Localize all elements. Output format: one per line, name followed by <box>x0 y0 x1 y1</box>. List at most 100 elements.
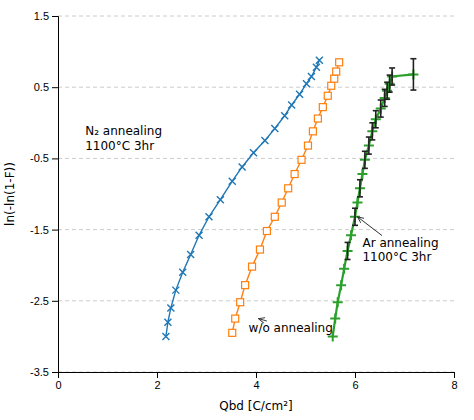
error-bar-cap <box>387 91 393 93</box>
error-bar-line <box>386 82 388 99</box>
error-bar-cap <box>352 207 358 209</box>
error-bar-cap <box>352 225 358 227</box>
axis-line <box>59 373 455 379</box>
point <box>314 115 321 122</box>
tick-label: -0.5 <box>30 152 49 164</box>
point <box>162 333 169 340</box>
point <box>304 142 311 149</box>
annotation: N₂ annealing1100°C 3hr <box>85 124 162 152</box>
point <box>316 57 323 64</box>
point <box>285 185 292 192</box>
error-bar-line <box>384 89 386 106</box>
point <box>352 198 362 208</box>
tick: 1.5 <box>34 10 58 22</box>
point <box>298 156 305 163</box>
tick: 4 <box>253 372 259 391</box>
point <box>250 149 257 156</box>
error-bar <box>357 180 363 197</box>
tick: 2 <box>154 372 160 391</box>
point <box>249 263 256 270</box>
error-bar-cap <box>362 150 368 152</box>
grid <box>58 16 454 372</box>
series-line <box>232 62 339 333</box>
error-bar <box>369 123 375 140</box>
point <box>336 280 346 290</box>
point <box>167 304 174 311</box>
point <box>217 196 224 203</box>
grid-line <box>58 300 454 301</box>
error-bar-line <box>389 75 391 92</box>
point <box>239 163 246 170</box>
tick: 8 <box>451 372 457 391</box>
tick-mark <box>52 230 58 231</box>
plot: 02468-3.5-2.5-1.5-0.50.51.5Qbd [C/cm²]ln… <box>3 10 458 413</box>
tick: -2.5 <box>30 295 58 307</box>
point <box>271 213 278 220</box>
error-bar-line <box>391 68 393 85</box>
point <box>205 213 212 220</box>
error-bar-cap <box>382 106 388 108</box>
point <box>357 169 367 179</box>
point <box>278 199 285 206</box>
tick: -1.5 <box>30 224 58 236</box>
tick-label: 6 <box>352 379 358 391</box>
error-bar-line <box>347 242 349 259</box>
x-axis: 0 2 4 6 8 <box>55 372 457 391</box>
point <box>164 319 171 326</box>
point <box>271 125 278 132</box>
error-bar <box>345 242 351 259</box>
error-bar-cap <box>389 67 395 69</box>
error-bar-cap <box>410 89 416 91</box>
y-axis-title: ln(-ln(1-F)) <box>3 162 17 226</box>
point <box>229 178 236 185</box>
error-bar <box>373 111 379 128</box>
axis-line <box>52 17 59 373</box>
error-bar-cap <box>389 84 395 86</box>
point <box>261 137 268 144</box>
tick-label: 1.5 <box>34 10 49 22</box>
error-bar-line <box>364 151 366 168</box>
y-axis: -3.5 -2.5 -1.5 -0.5 0.5 1.5 <box>30 10 58 378</box>
tick: 0 <box>55 372 61 391</box>
error-bar-line <box>359 180 361 197</box>
point <box>242 282 249 289</box>
error-bar-cap <box>373 127 379 129</box>
point <box>309 128 316 135</box>
error-bar-cap <box>369 122 375 124</box>
point <box>296 91 303 98</box>
tick: 0.5 <box>34 81 58 93</box>
tick-mark <box>52 372 58 373</box>
error-bar-cap <box>366 153 372 155</box>
error-bar-cap <box>410 58 416 60</box>
error-bar <box>389 68 395 85</box>
chart: 02468-3.5-2.5-1.5-0.50.51.5Qbd [C/cm²]ln… <box>0 0 474 420</box>
tick-label: 2 <box>154 379 160 391</box>
annotation: Ar annealing1100°C 3hr <box>362 236 438 264</box>
grid-line <box>58 16 454 17</box>
error-bar-cap <box>345 259 351 261</box>
tick: -3.5 <box>30 366 58 378</box>
error-bar-line <box>375 111 377 128</box>
annotation-arrow <box>258 319 266 321</box>
series-line <box>333 74 414 336</box>
tick-mark <box>52 16 58 17</box>
annotation-arrow <box>357 217 381 236</box>
grid-line <box>58 158 454 159</box>
annotations: N₂ annealing1100°C 3hr Ar annealing1100°C… <box>85 124 438 335</box>
marks <box>162 57 418 342</box>
tick-label: 0.5 <box>34 81 49 93</box>
tick-label: 8 <box>451 379 457 391</box>
point <box>324 92 331 99</box>
point <box>229 329 236 336</box>
error-bar-cap <box>362 168 368 170</box>
error-bar-cap <box>366 136 372 138</box>
point <box>256 246 263 253</box>
point <box>339 264 349 274</box>
tick-label: -1.5 <box>30 224 49 236</box>
point <box>172 287 179 294</box>
point <box>196 232 203 239</box>
point <box>179 269 186 276</box>
tick-mark <box>52 158 58 159</box>
error-bar <box>410 59 416 90</box>
error-bar-cap <box>384 99 390 101</box>
